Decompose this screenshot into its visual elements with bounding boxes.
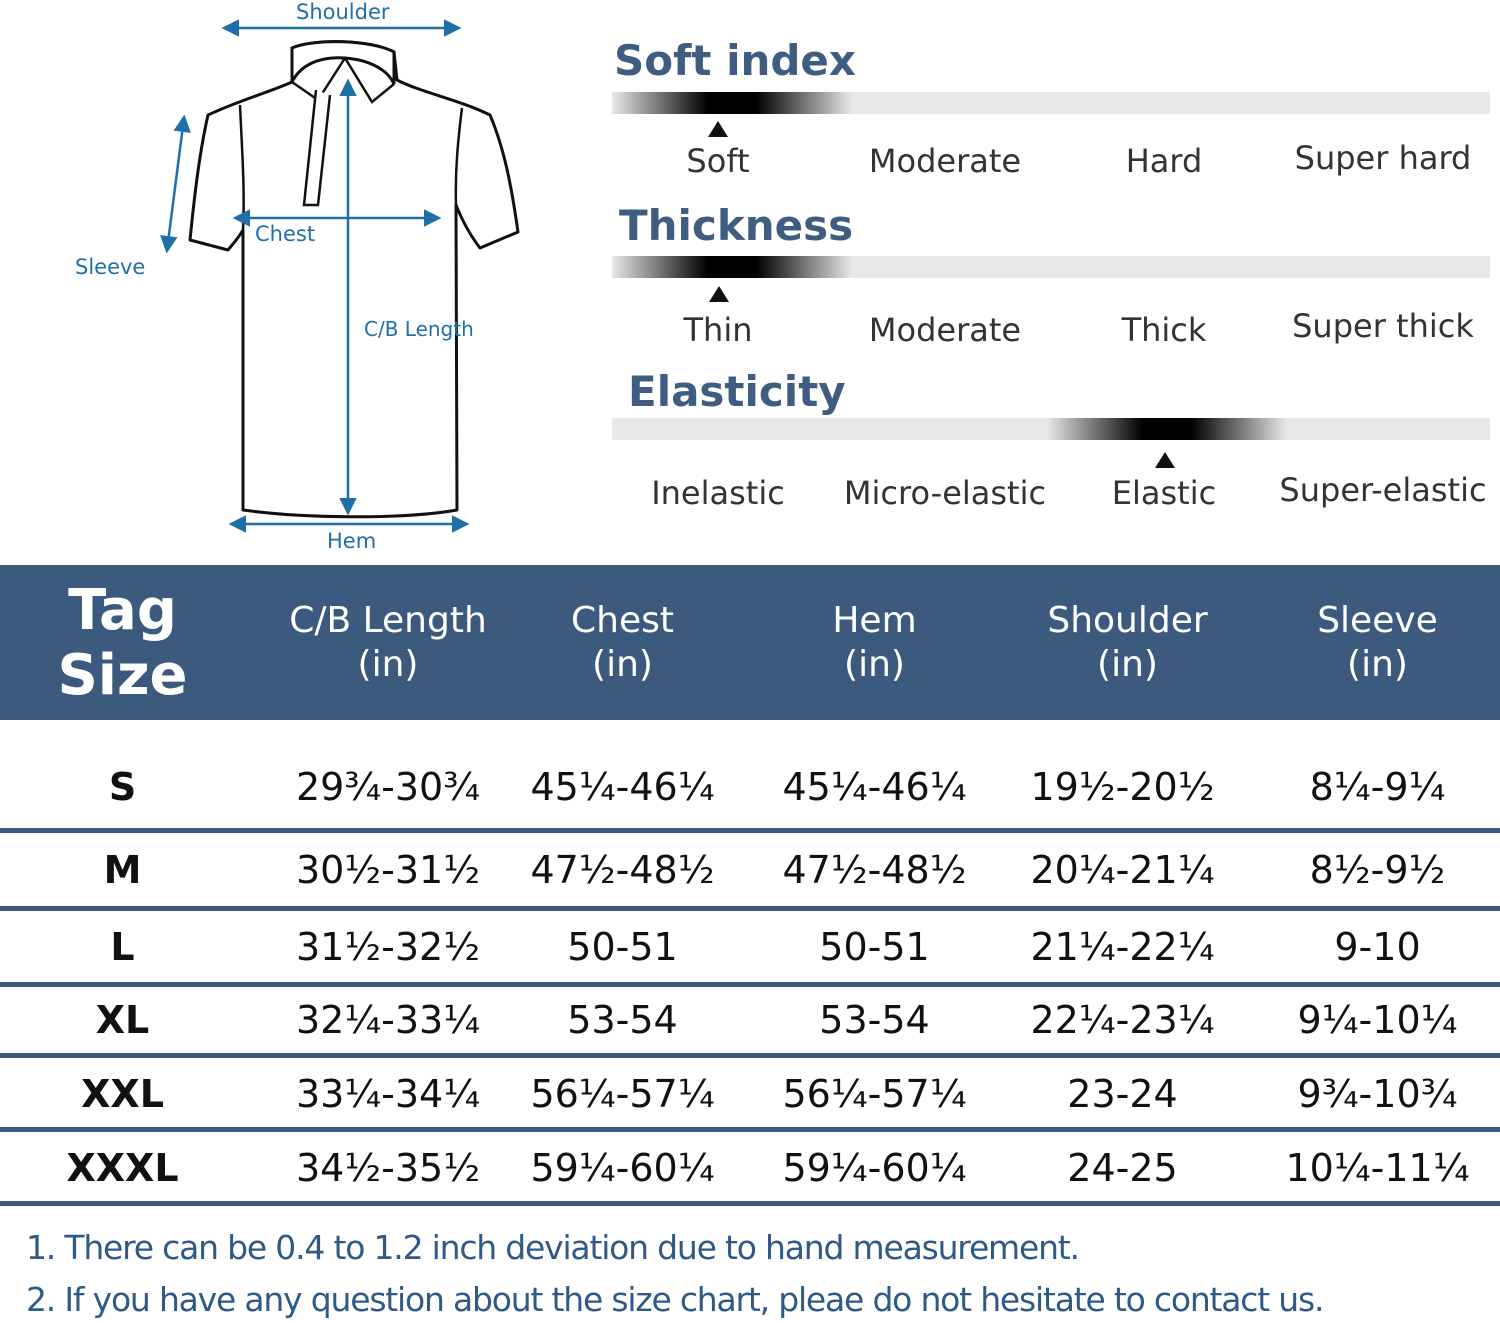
table-cell: 22¼-23¼ <box>1030 998 1215 1042</box>
table-row: S 29¾-30¾ 45¼-46¼ 45¼-46¼ 19½-20½ 8¼-9¼ <box>0 745 1500 829</box>
scale-marker <box>1155 452 1175 468</box>
table-cell: 19½-20½ <box>1030 765 1215 809</box>
length-label: C/B Length <box>364 317 474 341</box>
shoulder-label: Shoulder <box>296 0 390 24</box>
column-unit: (in) <box>592 643 653 685</box>
scale-indicator <box>612 256 852 278</box>
table-cell: 47½-48½ <box>782 848 967 892</box>
note-contact: 2. If you have any question about the si… <box>26 1280 1324 1319</box>
table-cell: 32¼-33¼ <box>295 998 481 1042</box>
scale-option: Hard <box>1125 142 1203 180</box>
scale-title: Elasticity <box>628 367 846 416</box>
table-cell: 9¼-10¼ <box>1297 998 1458 1042</box>
scale-option: Elastic <box>1111 474 1217 512</box>
column-header: Shoulder (in) <box>1005 565 1250 720</box>
scale-option: Micro-elastic <box>843 474 1047 512</box>
scale-title: Soft index <box>614 36 857 85</box>
table-row: L 31½-32½ 50-51 50-51 21¼-22¼ 9-10 <box>0 912 1500 982</box>
column-name: Shoulder <box>1047 599 1208 641</box>
table-cell: 23-24 <box>1067 1072 1178 1116</box>
table-row: M 30½-31½ 47½-48½ 47½-48½ 20¼-21¼ 8½-9½ <box>0 834 1500 906</box>
scale-option: Moderate <box>868 142 1022 180</box>
table-cell: 8½-9½ <box>1309 848 1446 892</box>
scale-title: Thickness <box>619 201 854 250</box>
table-row: XL 32¼-33¼ 53-54 53-54 22¼-23¼ 9¼-10¼ <box>0 988 1500 1052</box>
column-name: C/B Length <box>289 599 487 641</box>
row-divider <box>0 982 1500 987</box>
scale-option: Super thick <box>1292 307 1474 345</box>
table-cell: 50-51 <box>567 925 678 969</box>
column-unit: (in) <box>357 643 419 685</box>
table-cell: 29¾-30¾ <box>295 765 481 809</box>
column-header: Hem (in) <box>762 565 987 720</box>
scale-bar <box>612 92 1490 114</box>
column-unit: (in) <box>1097 643 1158 685</box>
scale-bar <box>612 418 1490 440</box>
scale-option: Moderate <box>868 311 1022 349</box>
table-cell: 47½-48½ <box>530 848 715 892</box>
table-cell: 9¾-10¾ <box>1297 1072 1458 1116</box>
scale-option: Inelastic <box>651 474 785 512</box>
table-cell: 30½-31½ <box>295 848 481 892</box>
table-cell: 10¼-11¼ <box>1285 1146 1470 1190</box>
scale-option: Thin <box>683 311 753 349</box>
table-row: XXXL 34½-35½ 59¼-60¼ 59¼-60¼ 24-25 10¼-1… <box>0 1133 1500 1203</box>
sleeve-label: Sleeve <box>75 255 146 279</box>
scale-indicator <box>1047 418 1287 440</box>
scale-indicator <box>612 92 852 114</box>
table-cell: 21¼-22¼ <box>1030 925 1215 969</box>
column-unit: (in) <box>844 643 905 685</box>
column-header: Chest (in) <box>510 565 735 720</box>
row-divider <box>0 828 1500 833</box>
table-cell: 9-10 <box>1334 925 1421 969</box>
table-cell: 56¼-57¼ <box>530 1072 715 1116</box>
size-cell: S <box>108 765 137 809</box>
hem-label: Hem <box>327 529 377 553</box>
column-name: Hem <box>832 599 917 641</box>
table-cell: 33¼-34¼ <box>295 1072 481 1116</box>
note-deviation: 1. There can be 0.4 to 1.2 inch deviatio… <box>26 1228 1080 1267</box>
table-cell: 20¼-21¼ <box>1030 848 1215 892</box>
column-name: Chest <box>571 599 674 641</box>
column-unit: (in) <box>1347 643 1408 685</box>
table-cell: 8¼-9¼ <box>1309 765 1446 809</box>
size-cell: XXL <box>81 1072 164 1116</box>
column-header: C/B Length (in) <box>268 565 508 720</box>
row-divider <box>0 1127 1500 1132</box>
size-cell: XL <box>95 998 150 1042</box>
table-cell: 24-25 <box>1067 1146 1178 1190</box>
table-row: XXL 33¼-34¼ 56¼-57¼ 56¼-57¼ 23-24 9¾-10¾ <box>0 1059 1500 1129</box>
scale-marker <box>708 121 728 137</box>
size-cell: XXXL <box>66 1146 179 1190</box>
tag-size-header: Tag Size <box>57 577 188 708</box>
column-name: Sleeve <box>1317 599 1438 641</box>
table-cell: 45¼-46¼ <box>782 765 967 809</box>
scale-marker <box>709 286 729 302</box>
table-cell: 31½-32½ <box>295 925 481 969</box>
table-cell: 59¼-60¼ <box>782 1146 967 1190</box>
row-divider <box>0 1053 1500 1058</box>
polo-shirt-icon <box>160 19 520 533</box>
scale-option: Super-elastic <box>1279 471 1487 509</box>
chest-label: Chest <box>255 222 316 246</box>
size-cell: L <box>110 925 135 969</box>
scale-option: Thick <box>1121 311 1207 349</box>
table-cell: 53-54 <box>567 998 678 1042</box>
shirt-measurement-diagram: Shoulder Chest Sleeve C/B Length Hem <box>0 0 560 560</box>
table-cell: 45¼-46¼ <box>530 765 715 809</box>
scale-option: Super hard <box>1294 139 1472 177</box>
table-cell: 34½-35½ <box>295 1146 481 1190</box>
row-divider <box>0 1201 1500 1206</box>
table-cell: 59¼-60¼ <box>530 1146 715 1190</box>
scale-option: Soft <box>686 142 750 180</box>
column-header: Sleeve (in) <box>1265 565 1490 720</box>
table-cell: 53-54 <box>819 998 930 1042</box>
table-cell: 56¼-57¼ <box>782 1072 967 1116</box>
scale-bar <box>612 256 1490 278</box>
size-cell: M <box>103 848 142 892</box>
row-divider <box>0 906 1500 911</box>
size-table-header: Tag Size C/B Length (in) Chest (in) Hem … <box>0 565 1500 720</box>
table-cell: 50-51 <box>819 925 930 969</box>
